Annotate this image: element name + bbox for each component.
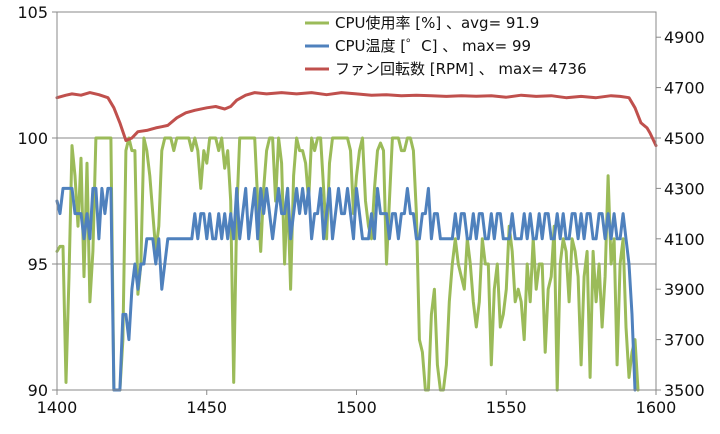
x-tick-label: 1400 [37, 398, 78, 417]
fan-speed-line [55, 91, 658, 148]
y-right-tick-label: 3500 [664, 381, 705, 400]
y-right-tick-label: 4500 [664, 129, 705, 148]
cpu-temperature-line [55, 186, 637, 392]
axis-tick-labels: 90 95 100 105 3500 3700 3900 4100 4300 4500 4700 49… [17, 3, 704, 417]
y-right-tick-label: 3700 [664, 331, 705, 350]
y-left-tick-label: 95 [28, 255, 48, 274]
y-left-tick-label: 100 [17, 129, 48, 148]
series-lines [55, 91, 658, 392]
x-tick-label: 1550 [486, 398, 527, 417]
x-tick-label: 1500 [336, 398, 377, 417]
y-right-tick-label: 4300 [664, 179, 705, 198]
y-left-tick-label: 105 [17, 3, 48, 22]
legend-label-fan-speed: ファン回転数 [RPM] 、 max= 4736 [335, 60, 587, 78]
y-right-tick-label: 4900 [664, 28, 705, 47]
y-left-tick-label: 90 [28, 381, 48, 400]
legend: CPU使用率 [%] 、avg= 91.9 CPU温度 [゜C] 、 max= 9… [305, 14, 587, 78]
y-right-tick-label: 4700 [664, 79, 705, 98]
cpu-usage-line [55, 136, 640, 392]
y-right-tick-label: 4100 [664, 230, 705, 249]
x-tick-label: 1450 [186, 398, 227, 417]
y-right-tick-label: 3900 [664, 280, 705, 299]
legend-label-cpu-temperature: CPU温度 [゜C] 、 max= 99 [335, 37, 531, 55]
legend-label-cpu-usage: CPU使用率 [%] 、avg= 91.9 [335, 14, 539, 32]
x-tick-label: 1600 [636, 398, 677, 417]
